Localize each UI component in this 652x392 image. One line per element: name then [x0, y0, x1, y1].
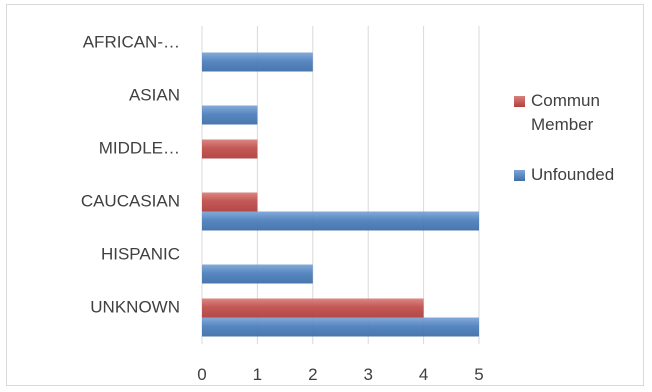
bars	[202, 52, 479, 337]
bar-asian-unfounded	[202, 105, 258, 125]
category-label: HISPANIC	[101, 245, 180, 264]
bar-middle-commun-member	[202, 139, 258, 159]
legend-swatch-commun-member	[514, 96, 525, 107]
gridlines	[201, 26, 480, 344]
x-tick-label: 2	[308, 365, 317, 384]
category-label: ASIAN	[129, 86, 180, 105]
category-labels: AFRICAN-… ASIAN MIDDLE… CAUCASIAN HISPANIC UN…	[81, 33, 180, 317]
bar-caucasian-commun-member	[202, 192, 258, 212]
bar-unknown-commun-member	[202, 298, 424, 318]
bar-unknown-unfounded	[202, 317, 479, 337]
category-label: MIDDLE…	[99, 139, 180, 158]
legend-box	[499, 88, 639, 236]
x-tick-label: 0	[197, 365, 206, 384]
legend: Commun Member Unfounded	[499, 88, 639, 236]
bar-african-unfounded	[202, 52, 313, 72]
bar-hispanic-unfounded	[202, 264, 313, 284]
x-tick-label: 3	[363, 365, 372, 384]
legend-label-unfounded: Unfounded	[531, 165, 614, 184]
x-tick-label: 1	[253, 365, 262, 384]
x-tick-label: 5	[474, 365, 483, 384]
category-label: AFRICAN-…	[83, 33, 180, 52]
legend-label-commun-member: Commun Member	[531, 91, 600, 134]
x-axis-tick-labels: 0 1 2 3 4 5	[197, 365, 483, 384]
category-label: UNKNOWN	[90, 298, 180, 317]
category-label: CAUCASIAN	[81, 192, 180, 211]
legend-swatch-unfounded	[514, 170, 525, 181]
bar-caucasian-unfounded	[202, 211, 479, 231]
chart-frame	[6, 4, 644, 386]
x-tick-label: 4	[419, 365, 428, 384]
